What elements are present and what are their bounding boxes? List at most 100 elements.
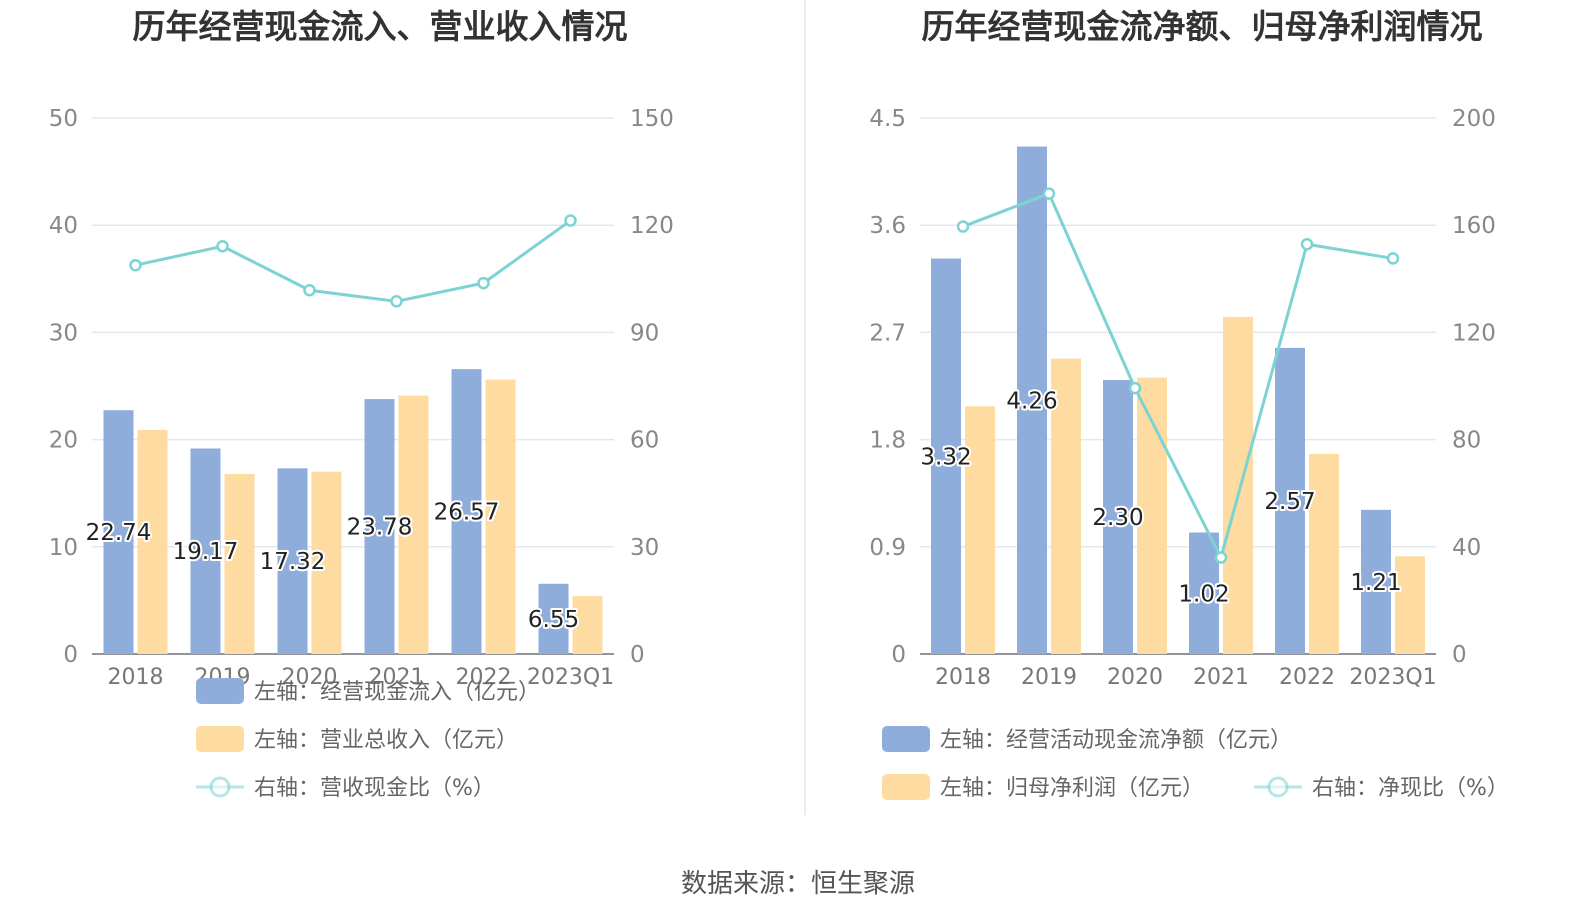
- line-point: [129, 258, 142, 272]
- bar: [1017, 146, 1047, 654]
- bar: [190, 448, 221, 654]
- left-axis-tick-label: 3.6: [869, 213, 906, 239]
- right-axis-tick-label: 120: [630, 213, 674, 239]
- line-point: [1300, 237, 1314, 251]
- line-point: [1214, 551, 1228, 564]
- legend-label: 右轴：营收现金比（%）: [254, 776, 495, 801]
- line-point: [477, 276, 490, 290]
- right-axis-tick-label: 0: [1452, 642, 1467, 668]
- bar: [1395, 556, 1425, 654]
- data-label: 3.32: [920, 444, 971, 470]
- data-label: 26.57: [434, 500, 500, 526]
- left-axis-tick-label: 30: [49, 320, 78, 346]
- data-label: 2.57: [1264, 489, 1315, 515]
- bar: [1361, 509, 1391, 654]
- bar: [137, 429, 168, 654]
- bar: [1309, 453, 1339, 654]
- legend-item: 左轴：归母净利润（亿元）: [882, 774, 1204, 801]
- left-axis-tick-label: 50: [49, 106, 78, 132]
- left-axis-tick-label: 1.8: [869, 428, 906, 454]
- data-label: 17.32: [260, 549, 326, 575]
- bar: [277, 468, 308, 654]
- line-point: [1386, 252, 1400, 265]
- data-label: 23.78: [347, 515, 413, 541]
- right-axis-tick-label: 40: [1452, 535, 1481, 561]
- right-axis-tick-label: 60: [630, 428, 659, 454]
- legend-item: 左轴：经营现金流入（亿元）: [196, 678, 540, 705]
- x-axis-tick-label: 2022: [1279, 665, 1335, 690]
- left-axis-tick-label: 0: [63, 642, 78, 668]
- data-label: 19.17: [173, 539, 239, 565]
- bar: [224, 473, 255, 654]
- legend-label: 左轴：归母净利润（亿元）: [940, 776, 1204, 801]
- x-axis-tick-label: 2023Q1: [1349, 665, 1436, 690]
- bar: [485, 379, 516, 654]
- x-axis-tick-label: 2020: [282, 665, 338, 690]
- legend-marker: [1267, 776, 1289, 798]
- netcashflow-profit-chart: 历年经营现金流净额、归母净利润情况 0 0 0.9 40 1.8 80 2.7 120 3.6 16…: [869, 7, 1508, 801]
- x-axis-tick-label: 2018: [935, 665, 991, 690]
- line-point: [1128, 381, 1142, 395]
- right-axis-tick-label: 90: [630, 320, 659, 346]
- x-axis-tick-label: 2020: [1107, 665, 1163, 690]
- line-point: [216, 240, 229, 253]
- bar: [1223, 316, 1253, 654]
- right-axis-tick-label: 150: [630, 106, 674, 132]
- legend-swatch: [882, 726, 930, 752]
- line-point: [1042, 187, 1056, 200]
- data-label: 6.55: [528, 607, 579, 633]
- line-point: [564, 214, 577, 227]
- right-axis-tick-label: 160: [1452, 213, 1496, 239]
- right-axis-tick-label: 80: [1452, 428, 1481, 454]
- legend-swatch: [196, 726, 244, 752]
- left-axis-tick-label: 10: [49, 535, 78, 561]
- legend-swatch: [196, 678, 244, 704]
- left-axis-tick-label: 2.7: [869, 320, 906, 346]
- right-axis-tick-label: 200: [1452, 106, 1496, 132]
- legend-swatch: [882, 774, 930, 800]
- data-label: 1.02: [1178, 581, 1229, 607]
- bar: [311, 471, 342, 654]
- legend-item: 右轴：营收现金比（%）: [196, 776, 495, 801]
- data-label: 2.30: [1092, 505, 1143, 531]
- bar: [364, 399, 395, 654]
- bar: [538, 583, 569, 654]
- chart-title: 历年经营现金流净额、归母净利润情况: [922, 7, 1483, 46]
- bar: [572, 596, 603, 654]
- right-axis-tick-label: 120: [1452, 320, 1496, 346]
- legend-label: 右轴：净现比（%）: [1312, 776, 1509, 801]
- right-axis-tick-label: 30: [630, 535, 659, 561]
- line-point: [303, 283, 316, 297]
- line-point: [956, 220, 970, 233]
- legend-label: 左轴：经营活动现金流净额（亿元）: [940, 728, 1292, 753]
- legend-item: 右轴：净现比（%）: [1254, 776, 1509, 801]
- bar: [965, 406, 995, 654]
- data-label: 22.74: [86, 520, 152, 546]
- left-axis-tick-label: 0: [891, 642, 906, 668]
- bar: [1051, 358, 1081, 654]
- x-axis-tick-label: 2022: [456, 665, 512, 690]
- legend-item: 左轴：经营活动现金流净额（亿元）: [882, 726, 1292, 753]
- x-axis-tick-label: 2018: [108, 665, 164, 690]
- legend-item: 左轴：营业总收入（亿元）: [196, 726, 518, 753]
- bar: [451, 369, 482, 654]
- line-point: [390, 295, 403, 308]
- x-axis-tick-label: 2021: [1193, 665, 1249, 690]
- series-line: [135, 219, 572, 303]
- bar: [398, 395, 429, 654]
- x-axis-tick-label: 2019: [1021, 665, 1077, 690]
- bar: [1103, 380, 1133, 654]
- left-axis-tick-label: 0.9: [869, 535, 906, 561]
- legend-label: 左轴：经营现金流入（亿元）: [254, 680, 540, 705]
- x-axis-tick-label: 2023Q1: [527, 665, 614, 690]
- x-axis-tick-label: 2021: [369, 665, 425, 690]
- legend-marker: [209, 776, 231, 798]
- series-line: [962, 191, 1394, 562]
- left-axis-tick-label: 20: [49, 428, 78, 454]
- bar: [103, 410, 134, 654]
- legend-label: 左轴：营业总收入（亿元）: [254, 728, 518, 753]
- cashflow-revenue-chart: 历年经营现金流入、营业收入情况 0 0 10 30 20 60 30 90 40 120 50 150 2…: [49, 7, 674, 801]
- left-axis-tick-label: 4.5: [869, 106, 906, 132]
- chart-title: 历年经营现金流入、营业收入情况: [133, 7, 628, 46]
